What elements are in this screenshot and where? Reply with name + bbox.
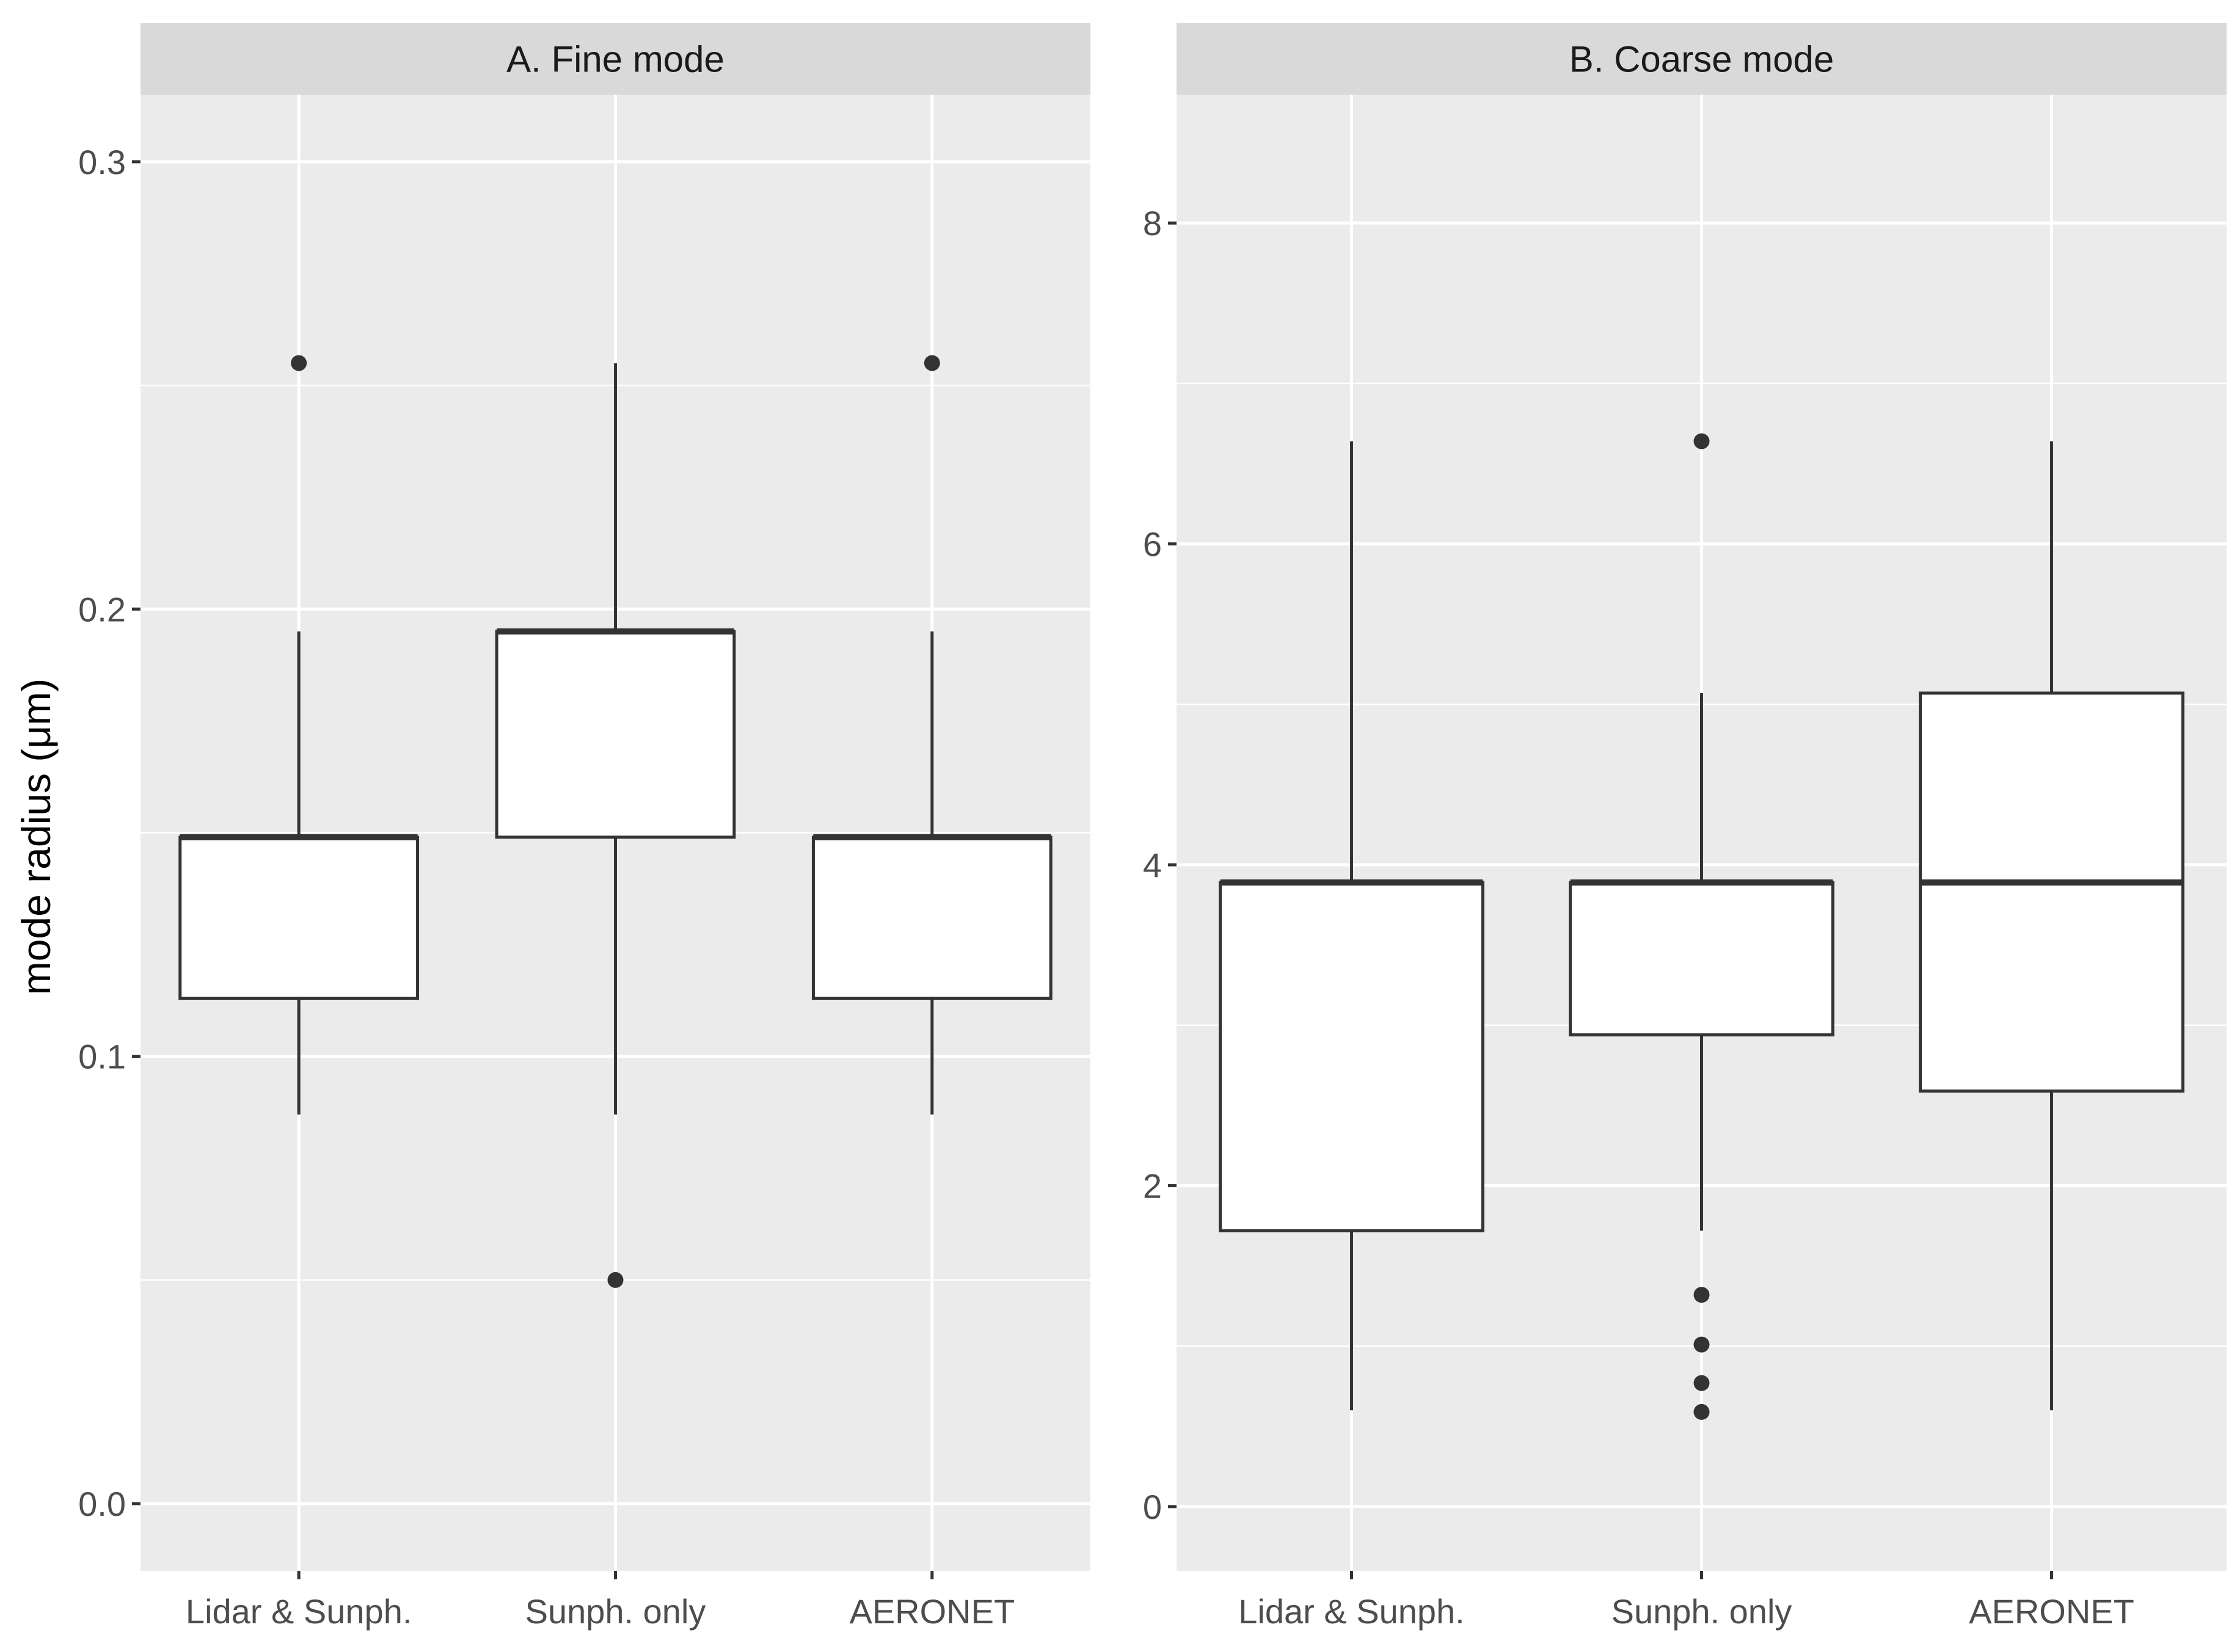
y-tick-label: 0.0 [78,1485,126,1523]
y-tick-label: 4 [1143,846,1162,884]
y-tick-label: 2 [1143,1166,1162,1205]
iqr-box [1219,881,1484,1232]
outlier-point [1693,433,1710,449]
y-axis-title: mode radius (μm) [13,679,59,995]
y-tick-label: 0.1 [78,1038,126,1076]
outlier-point [1693,1403,1710,1420]
y-tick-label: 0 [1143,1488,1162,1526]
y-tick-label: 0.2 [78,590,126,628]
boxplot-fine-mode-3 [811,355,1053,1115]
boxplot-fine-mode-2 [495,363,736,1288]
strip-fine-mode [140,23,1090,95]
outlier-point [291,355,307,371]
iqr-box [1919,691,2184,1093]
boxplot-fine-mode-1 [178,355,420,1115]
panel-coarse-mode: B. Coarse mode 0 2 4 6 8 Lidar & Sunph. Sunph. … [1143,23,2227,1631]
y-tick-label: 6 [1143,525,1162,564]
iqr-box [811,835,1053,1000]
outlier-point [1693,1336,1710,1353]
y-tick-label: 8 [1143,204,1162,242]
x-tick-label: AERONET [849,1592,1015,1631]
panel-title-coarse-mode: B. Coarse mode [1569,39,1834,80]
panel-title-fine-mode: A. Fine mode [506,39,724,80]
y-tick-label: 0.3 [78,143,126,181]
x-tick-label: Lidar & Sunph. [1238,1592,1464,1631]
x-tick-label: Sunph. only [525,1592,706,1631]
boxplot-coarse-mode-1 [1219,441,1484,1411]
outlier-point [924,355,940,371]
outlier-point [1693,1287,1710,1303]
boxplot-coarse-mode-2 [1569,433,1834,1420]
outlier-point [607,1272,624,1288]
boxplot-coarse-mode-3 [1919,441,2184,1411]
panel-fine-mode: A. Fine mode 0.0 0.1 0.2 0.3 Lidar & Sunph. Su… [78,23,1090,1631]
outlier-point [1693,1375,1710,1391]
iqr-box [178,835,420,1000]
iqr-box [1569,881,1834,1037]
strip-coarse-mode [1177,23,2227,95]
x-tick-label: AERONET [1969,1592,2134,1631]
iqr-box [495,630,736,839]
x-tick-label: Sunph. only [1611,1592,1792,1631]
x-tick-label: Lidar & Sunph. [186,1592,412,1631]
